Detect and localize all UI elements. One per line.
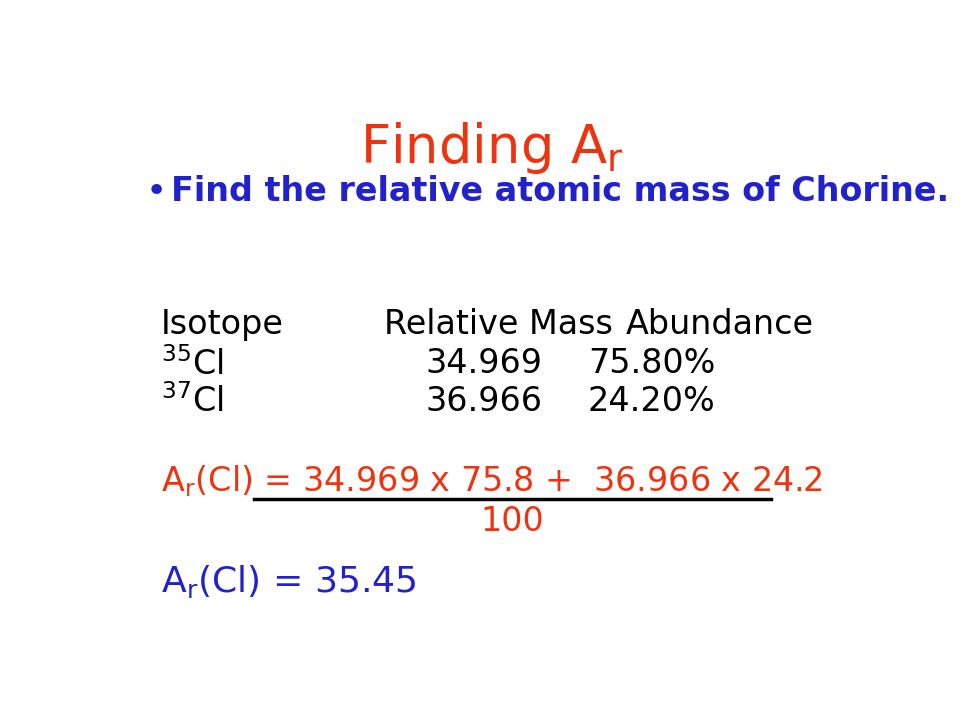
- Text: •: •: [146, 175, 167, 209]
- Text: Finding $\mathregular{A_r}$: Finding $\mathregular{A_r}$: [360, 120, 624, 176]
- Text: 34.969: 34.969: [425, 347, 542, 380]
- Text: Relative Mass: Relative Mass: [384, 308, 613, 341]
- Text: Isotope: Isotope: [161, 308, 284, 341]
- Text: 36.966: 36.966: [425, 384, 542, 418]
- Text: $^{35}$Cl: $^{35}$Cl: [161, 347, 224, 382]
- Text: $\mathregular{A_r}$(Cl) = 34.969 x 75.8 +  36.966 x 24.2: $\mathregular{A_r}$(Cl) = 34.969 x 75.8 …: [161, 464, 823, 499]
- Text: $\mathregular{A_r}$(Cl) = 35.45: $\mathregular{A_r}$(Cl) = 35.45: [161, 563, 417, 600]
- Text: $^{37}$Cl: $^{37}$Cl: [161, 384, 224, 420]
- Text: Abundance: Abundance: [626, 308, 814, 341]
- Text: 100: 100: [481, 505, 544, 538]
- Text: Find the relative atomic mass of Chorine.: Find the relative atomic mass of Chorine…: [171, 175, 948, 208]
- Text: 75.80%: 75.80%: [588, 347, 715, 380]
- Text: 24.20%: 24.20%: [588, 384, 715, 418]
